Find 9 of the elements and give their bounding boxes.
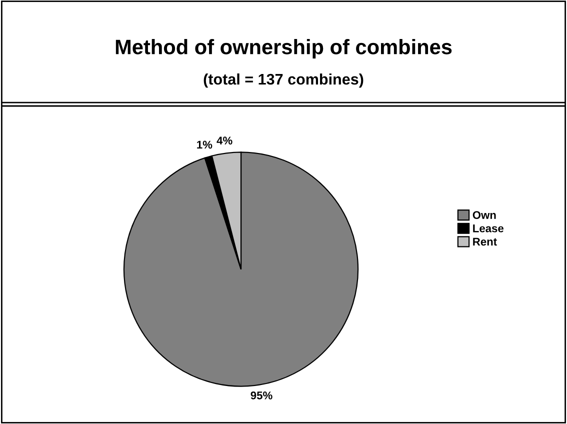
chart-title: Method of ownership of combines — [116, 39, 452, 58]
data-label: 1% — [197, 140, 212, 149]
legend-label: Lease — [473, 224, 504, 232]
legend-label: Own — [472, 211, 496, 219]
data-label: 4% — [216, 136, 232, 144]
legend-label: Rent — [473, 238, 497, 246]
chart-subtitle: (total = 137 combines) — [204, 73, 364, 88]
pie-slice — [123, 152, 359, 387]
data-label: 95% — [250, 391, 272, 400]
